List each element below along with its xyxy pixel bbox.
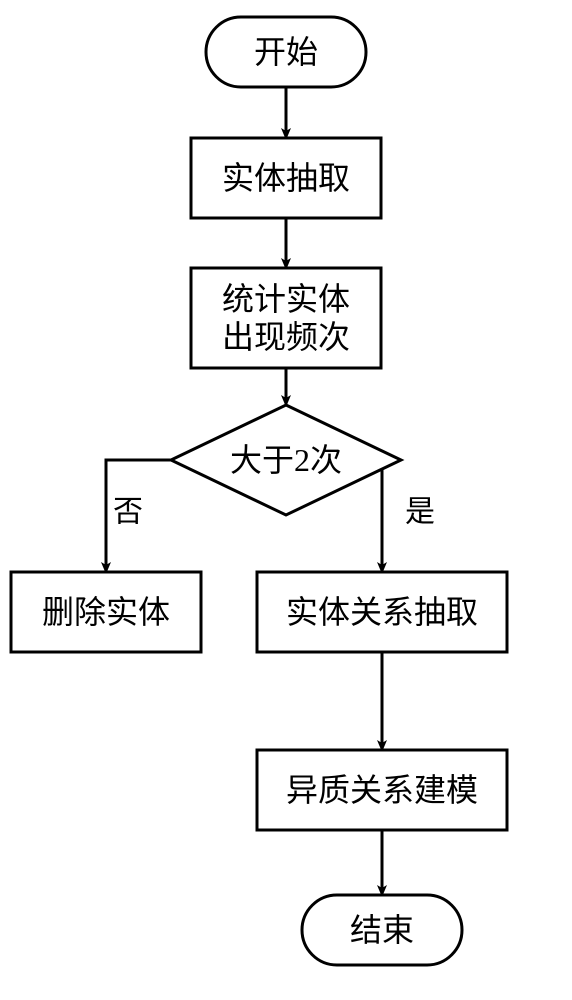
node-end: 结束	[302, 895, 462, 965]
node-count: 统计实体出现频次	[191, 268, 381, 368]
node-count-label-line-0: 统计实体	[222, 281, 350, 317]
node-relation-label: 实体关系抽取	[286, 594, 478, 630]
node-delete: 删除实体	[11, 572, 201, 652]
node-end-label: 结束	[350, 912, 414, 948]
flowchart-canvas: 否 是 开始实体抽取统计实体出现频次大于2次删除实体 实体关系抽取异质关系建模结束	[0, 0, 572, 1000]
node-decision-label: 大于2次	[230, 442, 342, 478]
node-count-label-line-1: 出现频次	[222, 319, 350, 355]
node-extract-label: 实体抽取	[222, 160, 350, 196]
node-extract: 实体抽取	[191, 138, 381, 218]
edge-label-decision-delete: 否	[113, 496, 143, 529]
node-model: 异质关系建模	[257, 750, 507, 830]
edge-decision-relation	[382, 460, 401, 572]
node-delete-label: 删除实体	[42, 594, 170, 630]
edge-label-decision-relation: 是	[405, 496, 435, 529]
node-model-label: 异质关系建模	[286, 772, 478, 808]
node-decision: 大于2次	[171, 405, 401, 515]
node-relation: 实体关系抽取	[257, 572, 507, 652]
node-start-label: 开始	[254, 34, 318, 70]
node-start: 开始	[206, 17, 366, 87]
